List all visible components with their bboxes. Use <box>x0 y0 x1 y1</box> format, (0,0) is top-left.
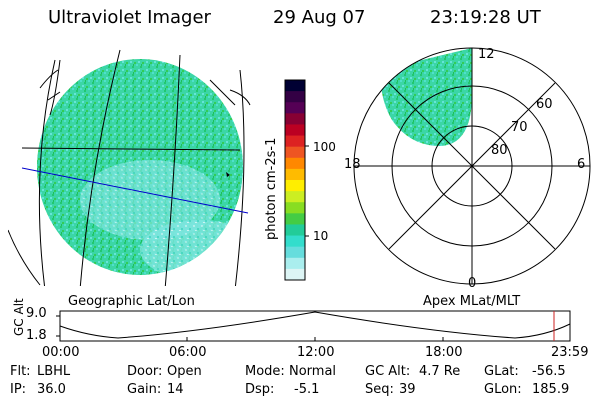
altitude-xtick-1200: 12:00 <box>297 345 335 360</box>
polar-grid <box>353 47 591 285</box>
colorbar-band <box>285 146 305 159</box>
mlt-label-0: 0 <box>468 276 477 291</box>
altitude-ylabel: GC Alt <box>12 298 26 336</box>
altitude-xtick-0600: 06:00 <box>169 345 207 360</box>
colorbar <box>284 79 309 281</box>
mlt-label-12: 12 <box>478 47 495 62</box>
status-mode-value: Normal <box>289 364 337 379</box>
colorbar-band <box>285 191 305 203</box>
colorbar-band <box>285 168 305 181</box>
status-dsp-key: Dsp: <box>245 382 275 397</box>
status-dsp-value: -5.1 <box>294 382 320 397</box>
mlat-label-70: 70 <box>511 120 528 135</box>
altitude-ytick-9: 9.0 <box>26 306 47 321</box>
polar-auroral-region <box>380 48 472 146</box>
colorbar-band <box>285 113 305 125</box>
colorbar-band <box>285 124 305 137</box>
mlat-label-60: 60 <box>536 97 553 112</box>
app-title: Ultraviolet Imager <box>48 7 211 28</box>
status-glat-key: GLat: <box>484 364 519 379</box>
colorbar-band <box>285 213 305 225</box>
status-seq-key: Seq: <box>365 382 394 397</box>
colorbar-band <box>285 202 305 214</box>
colorbar-band <box>285 257 305 270</box>
altitude-xtick-1800: 18:00 <box>425 345 463 360</box>
mlat-label-80: 80 <box>491 143 508 158</box>
altitude-ytick-1-8: 1.8 <box>26 328 47 343</box>
status-gain-value: 14 <box>167 382 184 397</box>
status-gcalt-key: GC Alt: <box>365 364 411 379</box>
colorbar-band <box>285 268 305 281</box>
status-gain-key: Gain: <box>127 382 162 397</box>
mlt-label-18: 18 <box>344 157 361 172</box>
status-flt-key: Flt: <box>10 364 31 379</box>
terminator-line <box>21 167 249 214</box>
colorbar-band <box>285 135 305 148</box>
altitude-xtick-0000: 00:00 <box>42 345 80 360</box>
colorbar-tick-10: 10 <box>313 229 329 243</box>
header-date: 29 Aug 07 <box>273 7 366 28</box>
colorbar-band <box>285 157 305 170</box>
status-ip-key: IP: <box>10 382 27 397</box>
status-glon-key: GLon: <box>484 382 522 397</box>
geo-grid-lines <box>8 49 251 286</box>
mlt-label-6: 6 <box>577 157 586 172</box>
status-door-key: Door: <box>127 364 163 379</box>
colorbar-band <box>285 246 305 259</box>
colorbar-band <box>285 235 305 248</box>
colorbar-band <box>285 224 305 237</box>
status-gcalt-value: 4.7 Re <box>419 364 461 379</box>
status-flt-value: LBHL <box>37 364 71 379</box>
altitude-axis-ticks <box>56 315 444 341</box>
polar-panel-label: Apex MLat/MLT <box>423 294 521 309</box>
colorbar-tick-100: 100 <box>313 140 336 154</box>
status-seq-value: 39 <box>399 382 416 397</box>
status-mode-key: Mode: <box>245 364 285 379</box>
station-marker <box>226 172 230 177</box>
status-glon-value: 185.9 <box>532 382 570 397</box>
altitude-xtick-2359: 23:59 <box>551 345 589 360</box>
colorbar-band <box>285 180 305 192</box>
colorbar-band <box>285 80 305 92</box>
geo-panel-label: Geographic Lat/Lon <box>68 294 195 309</box>
status-ip-value: 36.0 <box>37 382 66 397</box>
status-glat-value: -56.5 <box>532 364 566 379</box>
colorbar-band <box>285 102 305 114</box>
colorbar-band <box>285 91 305 103</box>
header-time: 23:19:28 UT <box>430 7 541 28</box>
altitude-curve <box>59 311 571 339</box>
status-door-value: Open <box>167 364 202 379</box>
